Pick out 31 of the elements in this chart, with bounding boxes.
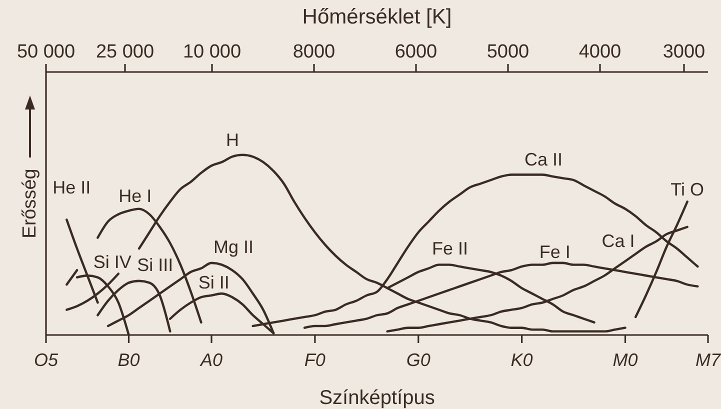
- series-label: Ca I: [602, 230, 635, 251]
- text: 5000: [486, 42, 530, 62]
- x-tick-label: O5: [34, 350, 59, 370]
- series-label: He I: [118, 186, 152, 206]
- text: 6000: [394, 42, 438, 62]
- text: 8000: [292, 42, 336, 62]
- text: 4000: [578, 42, 622, 62]
- x-tick-label: M7: [695, 350, 721, 370]
- x-axis-title: Színképtípus: [319, 387, 435, 409]
- series-label: He II: [52, 178, 91, 198]
- series-label: Ti O: [670, 180, 704, 200]
- x-tick-label: B0: [118, 350, 140, 370]
- text: 3000: [662, 42, 706, 62]
- x2-axis-title: Hőmérséklet [K]: [302, 6, 452, 28]
- x-tick-label: M0: [612, 350, 638, 370]
- series-label: Fe I: [539, 242, 570, 262]
- x-tick-label: G0: [406, 350, 430, 370]
- x-tick-label: K0: [510, 350, 533, 370]
- series-label: Mg II: [213, 236, 254, 257]
- series-label: Si II: [198, 272, 230, 293]
- series-label: Si III: [137, 254, 174, 275]
- x-tick-label: F0: [304, 350, 326, 370]
- series-label: Ca II: [524, 150, 562, 170]
- x-tick-label: A0: [199, 350, 223, 370]
- text: 10 000: [182, 42, 242, 62]
- series-label: H: [226, 130, 240, 150]
- series-label: Si IV: [93, 252, 132, 272]
- text: 25 000: [96, 42, 154, 62]
- y-axis-title: Erősség: [20, 168, 40, 238]
- text: 50 000: [16, 42, 76, 62]
- series-label: Fe II: [432, 238, 468, 259]
